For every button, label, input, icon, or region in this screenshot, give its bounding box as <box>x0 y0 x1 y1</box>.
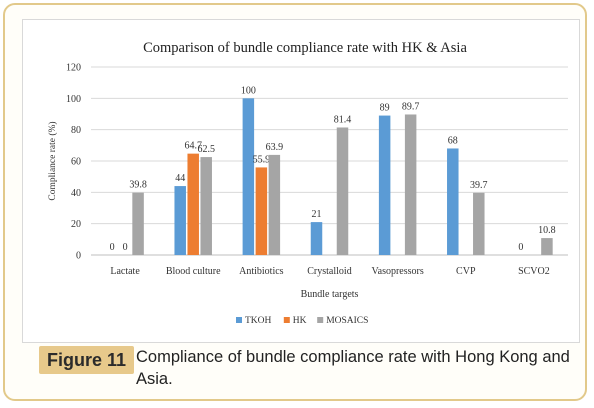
y-tick-label: 0 <box>76 251 81 262</box>
y-axis-label: Compliance rate (%) <box>47 121 58 200</box>
y-tick-label: 20 <box>71 219 81 230</box>
bar-mosaics-2 <box>268 154 281 255</box>
data-label: 68 <box>448 135 458 146</box>
y-tick-label: 120 <box>66 63 81 74</box>
figure-caption: Figure 11 Compliance of bundle complianc… <box>39 346 579 396</box>
bar-mosaics-1 <box>200 157 212 255</box>
data-label: 39.7 <box>470 180 488 191</box>
bar-mosaics-3 <box>336 127 349 255</box>
y-tick-label: 80 <box>71 125 81 136</box>
legend-swatch-tkoh <box>236 317 242 323</box>
x-tick-label: Antibiotics <box>239 266 284 277</box>
bar-mosaics-4 <box>404 114 417 255</box>
data-label: 63.9 <box>266 142 284 153</box>
bar-mosaics-5 <box>473 192 485 255</box>
y-tick-label: 40 <box>71 188 81 199</box>
bar-mosaics-6 <box>541 238 553 255</box>
bar-hk-2 <box>255 167 268 255</box>
data-label: 55.9 <box>253 154 271 165</box>
data-label: 21 <box>312 209 322 220</box>
figure-label: Figure 11 <box>39 346 135 374</box>
legend-label-mosaics: MOSAICS <box>326 316 368 326</box>
figure-caption-text: Compliance of bundle compliance rate wit… <box>136 348 570 388</box>
data-label: 89 <box>380 103 390 114</box>
data-label: 64.7 <box>184 141 202 152</box>
chart-title: Comparison of bundle compliance rate wit… <box>143 40 467 56</box>
y-tick-label: 60 <box>71 157 81 168</box>
bar-hk-1 <box>187 153 199 255</box>
bar-tkoh-4 <box>378 115 391 255</box>
x-axis-label: Bundle targets <box>301 289 359 300</box>
bar-tkoh-2 <box>242 98 255 255</box>
x-tick-label: CVP <box>456 266 476 277</box>
data-label: 0 <box>123 242 128 253</box>
bar-tkoh-3 <box>310 222 323 255</box>
x-tick-label: Lactate <box>110 266 140 277</box>
data-label: 81.4 <box>334 114 352 125</box>
bar-mosaics-0 <box>132 192 144 255</box>
x-tick-label: Blood culture <box>166 266 221 277</box>
data-label: 62.5 <box>197 144 215 155</box>
x-tick-label: SCVO2 <box>518 266 550 277</box>
data-label: 0 <box>110 242 115 253</box>
x-tick-label: Crystalloid <box>307 266 351 277</box>
chart-area: Comparison of bundle compliance rate wit… <box>22 19 580 343</box>
data-label: 89.7 <box>402 101 420 112</box>
legend-swatch-mosaics <box>317 317 324 323</box>
data-label: 100 <box>241 85 256 96</box>
figure-frame: Comparison of bundle compliance rate wit… <box>3 3 587 401</box>
legend-label-tkoh: TKOH <box>245 316 272 326</box>
data-label: 39.8 <box>129 180 147 191</box>
data-label: 44 <box>175 173 185 184</box>
bar-tkoh-1 <box>174 186 186 255</box>
data-label: 10.8 <box>538 225 556 236</box>
bar-tkoh-5 <box>447 148 459 255</box>
y-tick-label: 100 <box>66 94 81 105</box>
x-tick-label: Vasopressors <box>372 266 424 277</box>
data-label: 0 <box>518 242 523 253</box>
legend-label-hk: HK <box>293 316 307 326</box>
bar-chart: Comparison of bundle compliance rate wit… <box>47 40 568 326</box>
legend-swatch-hk <box>283 317 290 323</box>
